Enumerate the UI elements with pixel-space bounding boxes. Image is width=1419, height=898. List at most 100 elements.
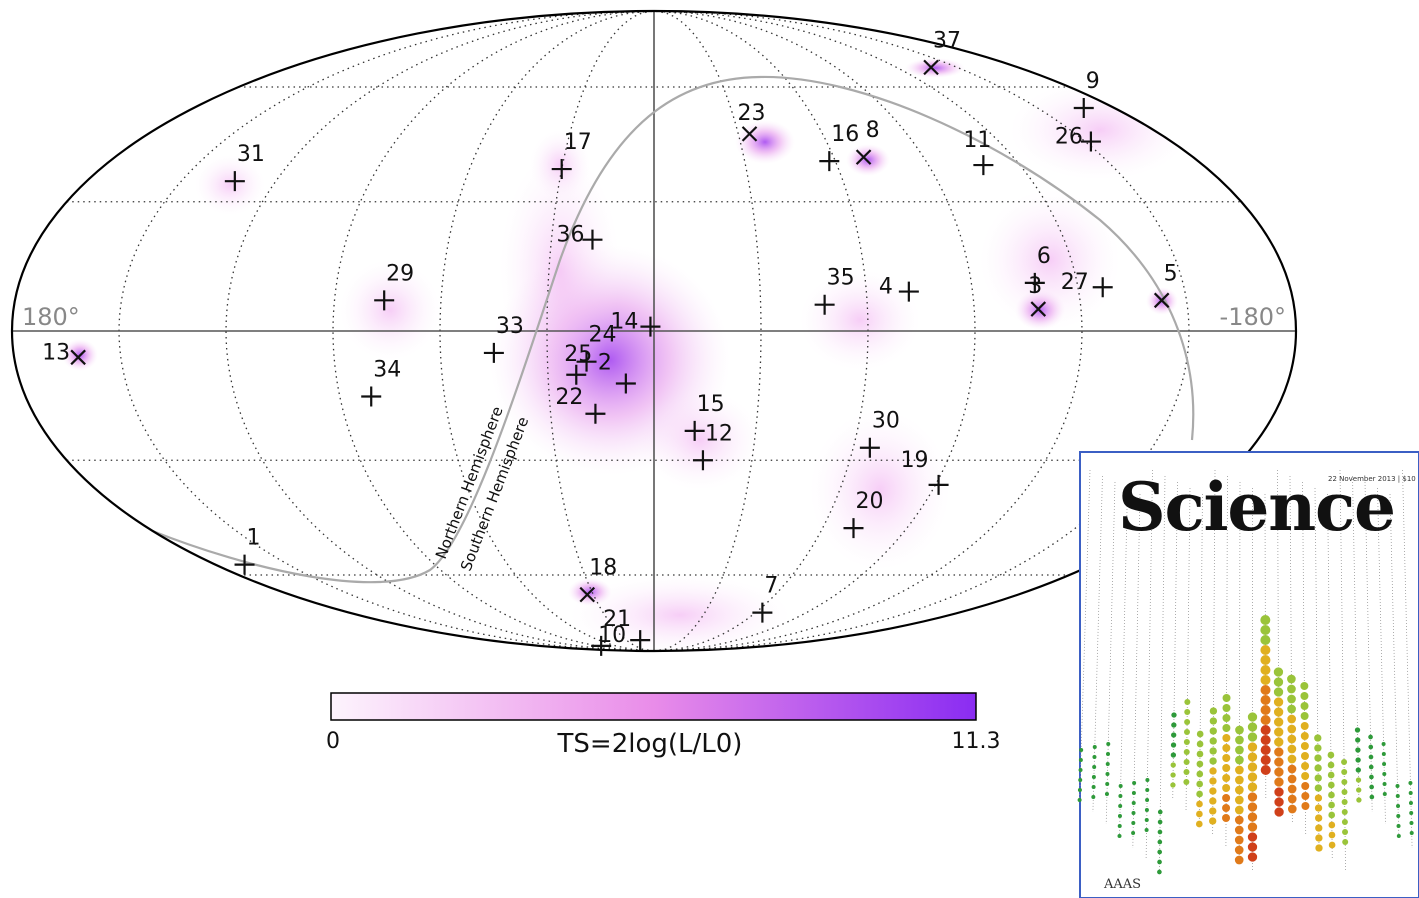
dom-hit — [1397, 834, 1401, 838]
dom-hit — [1248, 782, 1257, 791]
dom-hit — [1118, 814, 1122, 818]
dom-hit — [1383, 792, 1387, 796]
dom-hit — [1408, 781, 1412, 785]
dom-hit — [1409, 821, 1413, 825]
dom-hit — [1170, 772, 1175, 777]
dom-hit — [1209, 807, 1216, 814]
event-label: 25 — [564, 342, 592, 367]
dom-hit — [1342, 809, 1348, 815]
dom-hit — [1301, 742, 1309, 750]
event-label: 19 — [901, 448, 929, 473]
dom-hit — [1274, 677, 1283, 686]
dom-hit — [1261, 755, 1271, 765]
dom-hit — [1328, 792, 1335, 799]
dom-hit — [1079, 748, 1083, 752]
dom-hit — [1341, 789, 1347, 795]
dom-hit — [1396, 784, 1400, 788]
dom-hit — [1092, 755, 1096, 759]
dom-hit — [1197, 761, 1204, 768]
dom-hit — [1118, 804, 1122, 808]
event-label: 8 — [866, 118, 880, 143]
dom-hit — [1157, 860, 1162, 865]
event-label: 11 — [963, 128, 991, 153]
dom-hit — [1235, 836, 1244, 845]
dom-hit — [1287, 685, 1296, 694]
dom-hit — [1301, 802, 1309, 810]
dom-hit — [1184, 759, 1190, 765]
journal-cover: Science 22 November 2013 | $10 AAAS — [1078, 452, 1419, 898]
dom-hit — [1222, 724, 1230, 732]
dom-hit — [1222, 794, 1230, 802]
dom-hit — [1078, 798, 1082, 802]
dom-hit — [1274, 747, 1283, 756]
ts-map — [62, 58, 1190, 655]
dom-hit — [1383, 782, 1387, 786]
event-label: 23 — [738, 101, 766, 126]
dom-hit — [1370, 795, 1375, 800]
figure: Northern Hemisphere Southern Hemisphere … — [0, 0, 1419, 898]
event-label: 2 — [598, 350, 612, 375]
event-marker — [361, 387, 381, 407]
dom-hit — [1248, 832, 1257, 841]
event-label: 4 — [879, 275, 893, 300]
dom-hit — [1157, 850, 1162, 855]
dom-hit — [1261, 685, 1271, 695]
dom-hit — [1288, 785, 1297, 794]
dom-hit — [1368, 735, 1373, 740]
dom-hit — [1222, 734, 1230, 742]
dom-hit — [1184, 719, 1190, 725]
dom-hit — [1274, 667, 1283, 676]
dom-hit — [1106, 752, 1110, 756]
dom-hit — [1105, 782, 1109, 786]
dom-hit — [1145, 788, 1149, 792]
dom-hit — [1382, 752, 1386, 756]
dom-hit — [1210, 707, 1217, 714]
dom-hit — [1105, 772, 1109, 776]
colorbar-tick-label: 0 — [326, 729, 340, 754]
dom-hit — [1183, 769, 1189, 775]
dom-hit — [1356, 797, 1361, 802]
dom-hit — [1196, 791, 1203, 798]
dom-hit — [1248, 772, 1257, 781]
dom-hit — [1235, 856, 1244, 865]
dom-hit — [1222, 804, 1230, 812]
dom-hit — [1158, 810, 1163, 815]
dom-hit — [1248, 712, 1257, 721]
dom-hit — [1287, 695, 1296, 704]
dom-hit — [1287, 725, 1296, 734]
x-tick-label: -180° — [1220, 303, 1286, 331]
dom-hit — [1274, 797, 1283, 806]
event-label: 37 — [933, 28, 961, 53]
dom-hit — [1223, 694, 1231, 702]
dom-hit — [1235, 816, 1244, 825]
dom-hit — [1222, 714, 1230, 722]
dom-hit — [1131, 821, 1135, 825]
dom-hit — [1355, 757, 1360, 762]
dom-hit — [1260, 615, 1270, 625]
dom-hit — [1328, 762, 1335, 769]
dom-hit — [1171, 752, 1176, 757]
dom-hit — [1261, 765, 1271, 775]
dom-hit — [1301, 762, 1309, 770]
dom-hit — [1314, 754, 1321, 761]
dom-hit — [1409, 811, 1413, 815]
dom-hit — [1145, 778, 1149, 782]
dom-hit — [1171, 712, 1176, 717]
event-label: 26 — [1055, 125, 1083, 150]
dom-hit — [1356, 777, 1361, 782]
dom-hit — [1287, 675, 1296, 684]
dom-hit — [1118, 794, 1122, 798]
dom-hit — [1132, 811, 1136, 815]
dom-hit — [1342, 839, 1348, 845]
dom-hit — [1222, 764, 1230, 772]
dom-hit — [1248, 822, 1257, 831]
dom-hit — [1300, 692, 1308, 700]
dom-hit — [1287, 735, 1296, 744]
dom-hit — [1314, 764, 1321, 771]
event-marker — [235, 555, 255, 575]
dom-hit — [1235, 786, 1244, 795]
dom-hit — [1314, 744, 1321, 751]
dom-hit — [1196, 781, 1203, 788]
dom-hit — [1274, 807, 1283, 816]
dom-hit — [1328, 802, 1335, 809]
